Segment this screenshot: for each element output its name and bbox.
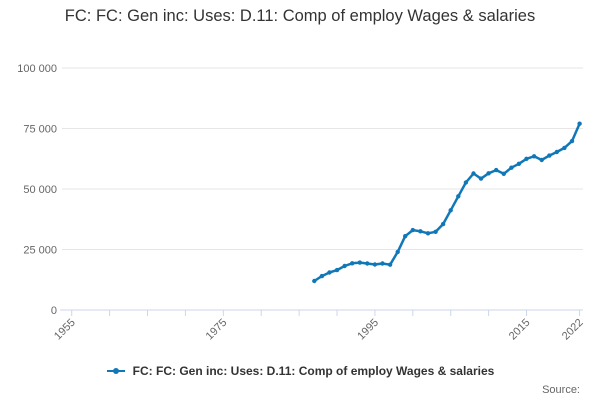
chart-title-text: FC: FC: Gen inc: Uses: D.11: Comp of emp…: [64, 7, 536, 25]
data-point-marker[interactable]: [463, 180, 469, 185]
data-point-marker[interactable]: [501, 171, 506, 176]
data-point-marker[interactable]: [387, 262, 393, 267]
data-point-marker[interactable]: [478, 176, 484, 181]
y-axis-tick-label: 100 000: [17, 63, 57, 75]
legend-label: FC: FC: Gen inc: Uses: D.11: Comp of emp…: [132, 364, 495, 378]
x-axis-tick-label: 1995: [355, 317, 381, 343]
data-point-marker[interactable]: [425, 231, 431, 236]
source-label: Source:: [542, 384, 580, 396]
x-axis-tick-label: 2015: [507, 317, 533, 343]
data-point-marker[interactable]: [312, 278, 317, 284]
series-line[interactable]: [313, 122, 581, 283]
data-point-marker[interactable]: [418, 229, 423, 234]
x-axis-tick-label: 1975: [204, 317, 230, 343]
data-point-marker[interactable]: [350, 261, 355, 266]
data-point-marker[interactable]: [380, 261, 385, 266]
y-axis-tick-label: 25 000: [23, 245, 57, 257]
data-point-marker[interactable]: [403, 234, 408, 239]
data-point-marker[interactable]: [516, 161, 522, 166]
data-point-marker[interactable]: [539, 157, 544, 163]
data-point-marker[interactable]: [471, 171, 476, 176]
x-axis-tick-label: 1955: [52, 317, 78, 343]
data-point-marker[interactable]: [342, 263, 347, 269]
data-point-marker[interactable]: [531, 154, 537, 159]
data-point-marker[interactable]: [524, 156, 529, 161]
data-point-marker[interactable]: [334, 267, 340, 273]
data-point-marker[interactable]: [319, 273, 325, 279]
data-point-marker[interactable]: [395, 249, 400, 255]
data-point-marker[interactable]: [554, 149, 559, 155]
legend: FC: FC: Gen inc: Uses: D.11: Comp of emp…: [0, 364, 600, 378]
data-point-marker[interactable]: [327, 270, 332, 275]
data-point-marker[interactable]: [569, 138, 575, 144]
data-point-marker[interactable]: [547, 153, 552, 158]
data-point-marker[interactable]: [456, 194, 461, 199]
data-point-marker[interactable]: [365, 261, 370, 266]
y-axis-tick-label: 75 000: [23, 124, 57, 136]
chart-title: FC: FC: Gen inc: Uses: D.11: Comp of emp…: [0, 6, 600, 27]
legend-line-marker-icon: [106, 368, 125, 374]
data-point-marker[interactable]: [372, 262, 378, 267]
x-axis-tick-label: 2022: [560, 317, 586, 343]
y-axis-tick-label: 50 000: [23, 184, 57, 196]
data-point-marker[interactable]: [509, 165, 514, 170]
data-point-marker[interactable]: [433, 229, 438, 234]
data-point-marker[interactable]: [440, 221, 446, 227]
legend-marker-dot: [112, 368, 119, 374]
legend-item[interactable]: FC: FC: Gen inc: Uses: D.11: Comp of emp…: [106, 364, 495, 378]
data-point-marker[interactable]: [562, 145, 567, 151]
data-point-marker[interactable]: [577, 121, 582, 126]
data-point-marker[interactable]: [357, 260, 362, 265]
data-point-marker[interactable]: [486, 171, 491, 176]
data-point-marker[interactable]: [448, 208, 453, 213]
data-point-marker[interactable]: [410, 227, 415, 233]
y-axis-tick-label: 0: [51, 305, 57, 317]
data-point-marker[interactable]: [494, 167, 499, 173]
